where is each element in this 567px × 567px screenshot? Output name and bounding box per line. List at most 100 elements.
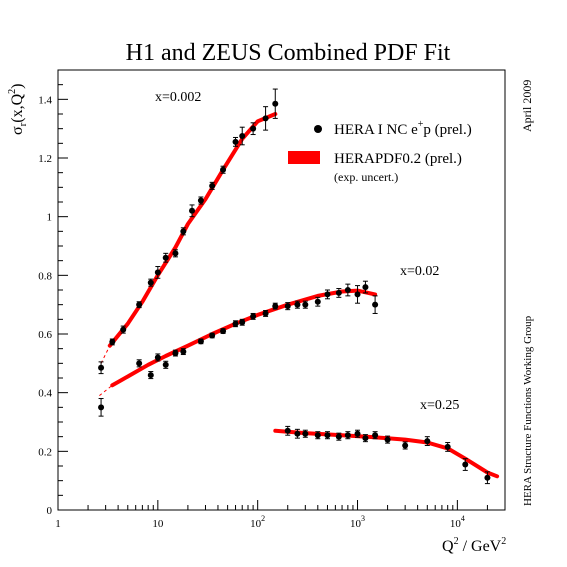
data-point — [314, 296, 321, 307]
data-marker — [294, 301, 301, 308]
data-marker — [272, 303, 279, 310]
data-marker — [136, 301, 143, 308]
data-point — [98, 361, 105, 375]
x-tick-label: 1 — [55, 518, 61, 530]
data-marker — [98, 404, 105, 411]
data-marker — [262, 115, 269, 122]
data-marker — [250, 313, 257, 320]
data-point — [362, 280, 369, 294]
x-tick-label: 102 — [250, 514, 265, 530]
legend: HERA I NC e+p (prel.) HERAPDF0.2 (prel.)… — [288, 119, 472, 184]
data-marker — [189, 207, 196, 214]
data-marker — [262, 310, 269, 317]
data-marker — [272, 100, 279, 107]
data-marker — [444, 443, 451, 450]
fit-curve — [107, 112, 278, 348]
data-marker — [232, 320, 239, 327]
data-marker — [154, 354, 161, 361]
data-point — [262, 106, 269, 131]
data-marker — [462, 461, 469, 468]
data-point — [232, 136, 239, 147]
data-point — [98, 398, 105, 417]
data-point — [109, 338, 116, 346]
data-marker — [209, 182, 216, 189]
legend-fit-label: HERAPDF0.2 (prel.) — [334, 151, 462, 167]
data-point — [294, 428, 301, 439]
data-point — [189, 204, 196, 218]
legend-fit-sublabel: (exp. uncert.) — [334, 170, 398, 184]
data-marker — [147, 279, 154, 286]
data-point — [462, 458, 469, 471]
data-marker — [344, 287, 351, 293]
data-point — [354, 429, 361, 438]
data-marker — [294, 430, 301, 437]
data-marker — [402, 442, 409, 449]
fit-curve — [273, 428, 500, 479]
data-point — [302, 300, 309, 309]
data-points — [98, 88, 491, 485]
data-point — [136, 301, 143, 309]
data-point — [272, 88, 279, 119]
data-marker — [172, 350, 179, 357]
y-tick-label: 1 — [47, 212, 53, 224]
data-marker — [197, 338, 204, 345]
data-point — [335, 432, 342, 441]
data-marker — [109, 338, 116, 345]
y-tick-label: 0 — [47, 505, 53, 517]
data-point — [262, 310, 269, 317]
data-point — [372, 431, 379, 440]
data-marker — [335, 289, 342, 296]
data-point — [324, 431, 331, 440]
data-marker — [324, 291, 331, 298]
data-point — [362, 434, 369, 443]
data-marker — [147, 372, 154, 379]
data-point — [154, 353, 161, 362]
data-marker — [162, 254, 169, 261]
y-tick-label: 0.4 — [38, 388, 52, 400]
data-point — [180, 348, 187, 356]
data-point — [209, 181, 216, 190]
data-marker — [354, 291, 361, 298]
data-point — [197, 338, 204, 345]
data-point — [484, 471, 491, 485]
data-marker — [98, 364, 105, 371]
data-marker — [372, 301, 379, 308]
series-label: x=0.002 — [155, 90, 201, 105]
data-marker — [284, 303, 291, 310]
data-marker — [180, 228, 187, 235]
data-marker — [197, 197, 204, 204]
data-point — [284, 425, 291, 436]
data-marker — [302, 430, 309, 437]
data-marker — [220, 166, 227, 173]
legend-fit-swatch — [288, 151, 320, 164]
y-axis-label: σr(x,Q2) — [7, 83, 29, 135]
data-point — [284, 302, 291, 311]
fit-curves — [99, 112, 500, 479]
data-point — [344, 283, 351, 297]
date-stamp: April 2009 — [520, 80, 534, 132]
fit-extrapolation — [99, 384, 113, 396]
data-point — [372, 295, 379, 314]
data-marker — [209, 332, 216, 339]
data-point — [162, 360, 169, 369]
data-point — [220, 328, 227, 335]
y-tick-label: 0.6 — [38, 329, 52, 341]
series-labels: x=0.002 x=0.02 x=0.25 — [155, 90, 459, 413]
data-marker — [220, 328, 227, 335]
x-tick-label: 103 — [350, 514, 365, 530]
working-group-credit: HERA Structure Functions Working Group — [522, 315, 534, 506]
data-point — [154, 266, 161, 279]
data-marker — [250, 125, 257, 132]
data-point — [250, 312, 257, 320]
data-marker — [239, 319, 246, 326]
data-point — [180, 227, 187, 236]
data-point — [335, 288, 342, 298]
data-point — [294, 300, 301, 309]
data-point — [220, 165, 227, 174]
data-point — [239, 126, 246, 146]
chart-title: H1 and ZEUS Combined PDF Fit — [126, 40, 451, 66]
data-marker — [314, 432, 321, 439]
data-point — [232, 320, 239, 328]
data-point — [147, 278, 154, 287]
